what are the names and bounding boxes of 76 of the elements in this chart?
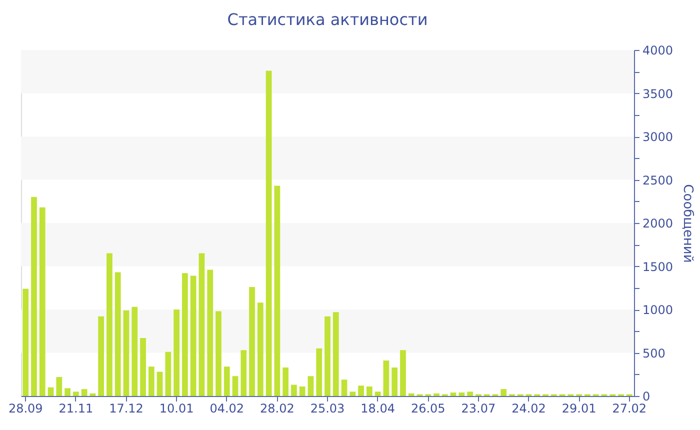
- x-tick-label: 18.04: [360, 402, 395, 416]
- bar: [132, 306, 138, 396]
- x-tick-label: 10.01: [159, 402, 194, 416]
- y-tick-label: 2000: [642, 216, 674, 230]
- bar: [207, 270, 214, 396]
- bar: [148, 366, 154, 396]
- bar: [106, 253, 112, 396]
- x-tick-label: 26.05: [410, 402, 446, 416]
- bar: [190, 276, 196, 396]
- bar: [140, 338, 146, 396]
- bar: [324, 316, 330, 396]
- bar: [216, 311, 222, 396]
- bar: [72, 392, 79, 396]
- bar: [98, 316, 104, 396]
- bar: [198, 253, 205, 396]
- bar: [56, 376, 62, 396]
- bar: [316, 348, 322, 396]
- x-tick-label: 27.02: [612, 402, 647, 416]
- bar: [467, 392, 473, 396]
- y-tick-label: 1000: [642, 303, 674, 317]
- bar: [22, 288, 29, 396]
- bar: [500, 389, 507, 396]
- bar: [374, 392, 381, 396]
- bar: [39, 207, 46, 396]
- bar: [31, 197, 37, 396]
- bar: [350, 392, 356, 396]
- bar: [90, 393, 96, 396]
- bar: [257, 302, 264, 396]
- bar: [156, 372, 163, 396]
- y-tick-label: 3500: [642, 86, 674, 101]
- bar: [392, 367, 398, 396]
- bar: [123, 310, 130, 396]
- x-tick-label: 29.01: [562, 402, 596, 416]
- bar: [299, 386, 306, 396]
- bar: [249, 287, 255, 396]
- bar: [366, 386, 372, 396]
- bar: [240, 350, 247, 396]
- y-tick-label: 2500: [642, 173, 674, 188]
- bar: [450, 392, 456, 396]
- bar: [48, 387, 54, 396]
- bar: [274, 186, 280, 396]
- bar: [81, 389, 88, 396]
- bar: [266, 70, 272, 396]
- bar: [64, 388, 70, 396]
- y-axis-title: Сообщений: [680, 184, 696, 263]
- chart-title: Статистика активности: [227, 10, 428, 29]
- y-tick-label: 1500: [642, 260, 674, 274]
- x-tick-label: 04.02: [210, 402, 244, 416]
- bar: [308, 376, 314, 396]
- bar: [232, 376, 238, 396]
- y-tick-label: 3000: [642, 130, 674, 144]
- bar: [400, 350, 406, 396]
- bar: [434, 393, 440, 396]
- bar: [408, 393, 414, 396]
- bar: [332, 312, 339, 396]
- y-tick-label: 500: [642, 346, 666, 360]
- bar: [383, 360, 390, 396]
- bar: [224, 366, 230, 396]
- bar: [291, 384, 297, 396]
- y-tick-label: 0: [642, 390, 650, 404]
- bar: [114, 272, 121, 396]
- bar: [341, 380, 348, 396]
- x-tick-label: 21.11: [58, 402, 94, 416]
- bar: [165, 352, 172, 396]
- bar: [458, 392, 465, 396]
- y-tick-label: 4000: [642, 44, 674, 58]
- x-tick-label: 28.09: [8, 402, 43, 416]
- bar: [182, 273, 188, 396]
- bar: [282, 367, 289, 396]
- x-tick-label: 17.12: [109, 402, 144, 416]
- x-tick-label: 24.02: [512, 402, 546, 416]
- bar: [358, 386, 364, 396]
- x-tick-label: 23.07: [461, 402, 496, 416]
- x-tick-label: 25.03: [310, 402, 345, 416]
- x-tick-label: 28.02: [260, 402, 294, 416]
- bar: [174, 310, 180, 396]
